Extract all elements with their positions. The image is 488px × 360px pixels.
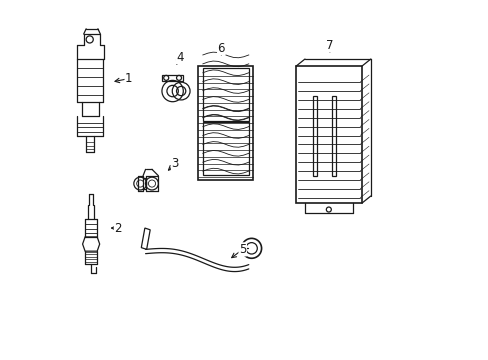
Circle shape — [241, 238, 261, 258]
Bar — [198, 66, 253, 180]
Bar — [312, 96, 317, 176]
Bar — [296, 66, 361, 203]
Text: 4: 4 — [176, 51, 183, 64]
Text: 5: 5 — [239, 243, 246, 256]
Text: 6: 6 — [217, 42, 224, 55]
Bar — [202, 68, 248, 121]
Text: 2: 2 — [114, 221, 122, 234]
Bar — [331, 96, 335, 176]
Text: 1: 1 — [125, 72, 132, 85]
Text: 7: 7 — [325, 39, 333, 52]
Text: 3: 3 — [171, 157, 179, 171]
Bar — [162, 75, 183, 81]
Bar — [202, 122, 248, 175]
